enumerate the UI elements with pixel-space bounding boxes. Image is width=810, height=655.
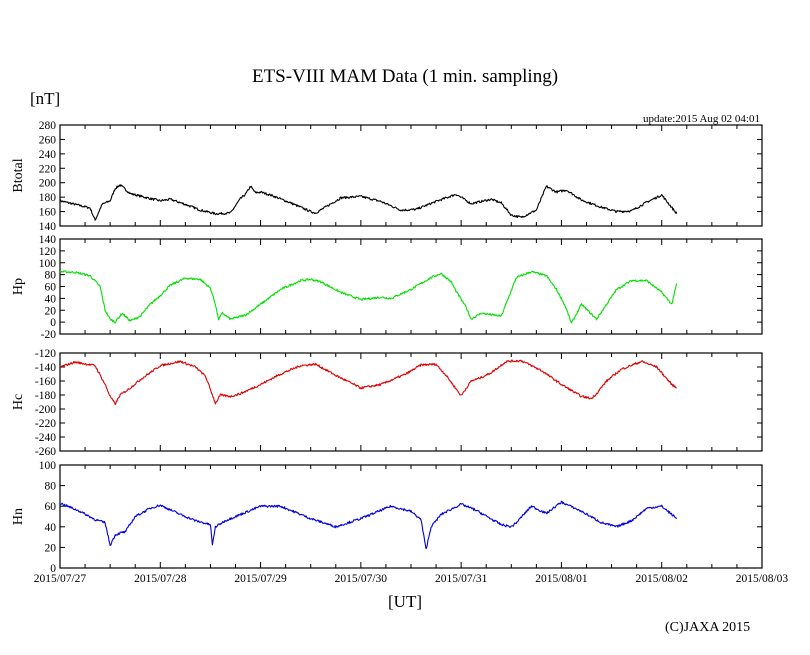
- series-line-btotal: [59, 184, 678, 221]
- panel-y-label: Hn: [11, 508, 26, 525]
- y-tick-label: 140: [39, 221, 57, 233]
- y-tick-label: 80: [45, 481, 57, 493]
- panel-frame: [59, 124, 763, 227]
- y-tick-label: 20: [45, 305, 57, 317]
- chart-title: ETS-VIII MAM Data (1 min. sampling): [251, 66, 559, 87]
- y-tick-label: 60: [45, 282, 57, 294]
- panel-y-label: Hp: [11, 278, 26, 295]
- y-tick-label: 60: [45, 501, 57, 513]
- x-tick-label: 2015/08/01: [535, 573, 588, 585]
- update-timestamp: update:2015 Aug 02 04:01: [642, 113, 760, 125]
- series-line-hn: [59, 500, 678, 550]
- copyright-text: (C)JAXA 2015: [665, 620, 751, 635]
- panel-y-label: Btotal: [11, 158, 26, 192]
- x-tick-label: 2015/07/28: [134, 573, 187, 585]
- y-tick-label: -160: [35, 376, 56, 388]
- y-tick-label: -240: [35, 432, 56, 444]
- y-tick-label: 0: [50, 317, 56, 329]
- unit-label: [nT]: [30, 89, 61, 108]
- x-tick-label: 2015/07/27: [34, 573, 87, 585]
- y-tick-label: 40: [45, 293, 57, 305]
- x-tick-label: 2015/07/30: [335, 573, 388, 585]
- y-tick-label: -120: [35, 348, 56, 360]
- y-tick-label: 120: [39, 246, 57, 258]
- y-tick-label: -20: [41, 329, 57, 341]
- y-tick-label: -140: [35, 362, 56, 374]
- y-tick-label: -200: [35, 404, 56, 416]
- series-line-hc: [59, 359, 677, 406]
- y-tick-label: 240: [39, 149, 57, 161]
- y-tick-label: 100: [39, 460, 57, 472]
- x-tick-label: 2015/07/29: [234, 573, 287, 585]
- y-tick-label: -220: [35, 418, 56, 430]
- y-tick-label: 80: [45, 270, 57, 282]
- y-tick-label: 180: [39, 192, 57, 204]
- y-tick-label: 20: [45, 542, 57, 554]
- panel-frame: [59, 464, 763, 569]
- panel-y-label: Hc: [11, 394, 26, 410]
- panel-frame: [59, 238, 763, 335]
- y-tick-label: 280: [39, 120, 57, 132]
- y-tick-label: 100: [39, 258, 57, 270]
- y-tick-label: 260: [39, 134, 57, 146]
- y-tick-label: -260: [35, 446, 56, 458]
- y-tick-label: 220: [39, 163, 57, 175]
- y-tick-label: 0: [50, 563, 56, 575]
- x-axis-label: [UT]: [388, 592, 422, 611]
- y-tick-label: 200: [39, 178, 57, 190]
- y-tick-label: 160: [39, 207, 57, 219]
- series-line-hp: [59, 270, 678, 324]
- y-tick-label: 140: [39, 234, 57, 246]
- y-tick-label: 40: [45, 522, 57, 534]
- x-tick-label: 2015/08/03: [736, 573, 789, 585]
- x-tick-label: 2015/08/02: [636, 573, 689, 585]
- y-tick-label: -180: [35, 390, 56, 402]
- x-tick-label: 2015/07/31: [435, 573, 488, 585]
- panel-frame: [59, 352, 763, 452]
